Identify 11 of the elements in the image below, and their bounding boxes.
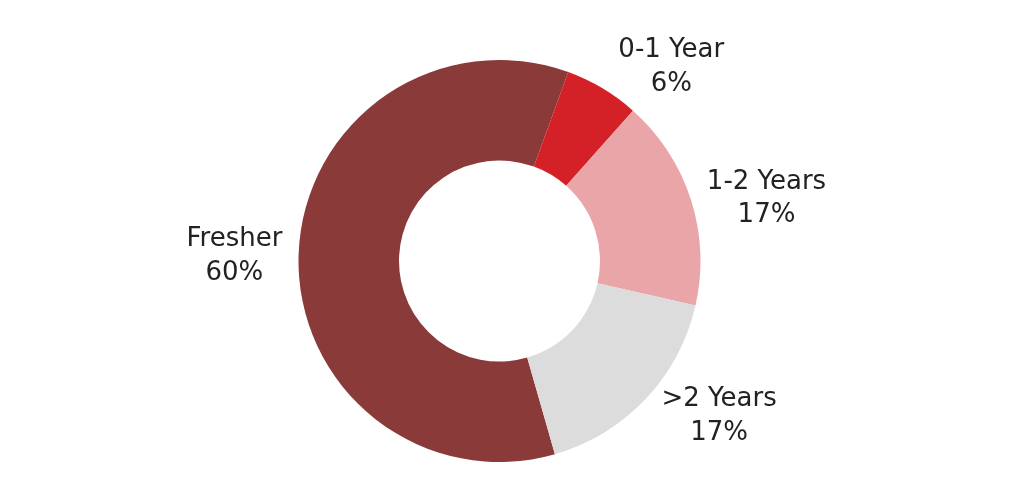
donut-slice xyxy=(298,60,569,462)
data-label: 17% xyxy=(737,198,796,229)
data-label: 60% xyxy=(205,255,264,286)
donut-slice xyxy=(533,72,633,186)
slice-label: 1-2 Years xyxy=(706,164,827,195)
slice-label: >2 Years xyxy=(661,382,777,413)
data-label: 6% xyxy=(650,66,692,97)
donut-slice xyxy=(566,110,701,306)
slice-label: Fresher xyxy=(186,222,283,253)
data-label: 17% xyxy=(690,416,748,447)
slice-label: 0-1 Year xyxy=(618,32,725,63)
